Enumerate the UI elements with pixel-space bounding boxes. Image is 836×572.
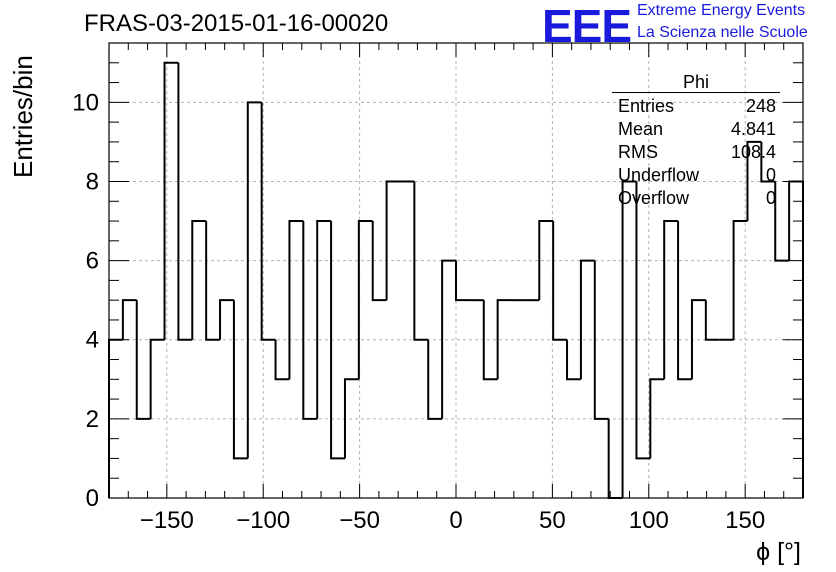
logo-line-1: Extreme Energy Events bbox=[637, 2, 806, 19]
histogram-bin bbox=[482, 300, 498, 381]
stats-label: Overflow bbox=[618, 188, 690, 208]
stats-value: 0 bbox=[765, 188, 776, 208]
y-tick-label: 0 bbox=[86, 485, 99, 512]
x-axis-label: ϕ [°] bbox=[756, 538, 801, 566]
histogram-bin bbox=[496, 299, 512, 380]
stats-box: Phi Entries 248 Mean 4.841 RMS 108.4 Und… bbox=[612, 72, 780, 210]
histogram-bin bbox=[649, 378, 665, 459]
stats-title: Phi bbox=[612, 72, 780, 93]
histogram-bin bbox=[663, 220, 679, 380]
stats-label: RMS bbox=[618, 142, 658, 162]
logo-line-2: La Scienza nelle Scuole bbox=[637, 24, 808, 41]
histogram-bin bbox=[593, 260, 609, 420]
histogram-bin bbox=[746, 140, 762, 222]
histogram-bin bbox=[607, 418, 623, 499]
stats-label: Entries bbox=[618, 96, 675, 116]
eee-logo: EEE bbox=[542, 0, 632, 52]
histogram-bin bbox=[455, 260, 470, 302]
y-tick-label: 8 bbox=[86, 168, 99, 195]
histogram-bin bbox=[635, 181, 651, 460]
y-tick-label: 4 bbox=[86, 327, 99, 354]
histogram-bin bbox=[330, 221, 345, 460]
y-tick-label: 6 bbox=[86, 248, 99, 275]
histogram-bin bbox=[316, 220, 332, 419]
stats-value: 108.4 bbox=[730, 142, 776, 162]
histogram-bin bbox=[274, 339, 290, 381]
histogram-bin bbox=[232, 300, 248, 460]
histogram-bin bbox=[205, 221, 221, 341]
histogram-bin bbox=[579, 259, 595, 380]
stats-value: 0 bbox=[765, 165, 776, 185]
histogram-bin bbox=[413, 181, 429, 341]
histogram-bin bbox=[427, 339, 443, 420]
histogram-bin bbox=[538, 220, 554, 301]
chart-title: FRAS-03-2015-01-16-00020 bbox=[84, 10, 389, 37]
histogram-bin bbox=[343, 378, 359, 459]
stats-row-rms: RMS 108.4 bbox=[612, 141, 780, 164]
stats-value: 4.841 bbox=[730, 119, 776, 139]
histogram-bin bbox=[149, 338, 165, 419]
histogram-bin bbox=[288, 220, 304, 380]
stats-label: Underflow bbox=[618, 165, 700, 185]
y-tick-label: 2 bbox=[86, 406, 99, 433]
y-tick-label: 10 bbox=[72, 89, 99, 116]
histogram-bin bbox=[177, 62, 193, 341]
histogram-bin bbox=[552, 221, 568, 341]
stats-row-entries: Entries 248 bbox=[612, 95, 780, 118]
histogram-bin bbox=[302, 221, 318, 420]
histogram-bin bbox=[191, 220, 207, 340]
histogram-bin bbox=[371, 221, 387, 302]
histogram-bin bbox=[246, 101, 262, 459]
histogram-bin bbox=[260, 102, 276, 341]
histogram-bin bbox=[690, 299, 706, 380]
histogram-bin bbox=[219, 299, 234, 340]
stats-row-overflow: Overflow 0 bbox=[612, 187, 780, 210]
histogram-bin bbox=[163, 61, 179, 340]
histogram-bin bbox=[566, 339, 581, 381]
histogram-bin bbox=[357, 220, 373, 380]
histogram-bin bbox=[621, 180, 637, 498]
histogram-bin bbox=[441, 259, 456, 419]
histogram-bin bbox=[732, 220, 748, 340]
x-tick-label: 0 bbox=[449, 507, 462, 534]
histogram-bin bbox=[704, 300, 720, 341]
stats-label: Mean bbox=[618, 119, 664, 139]
x-tick-label: 50 bbox=[539, 507, 566, 534]
x-tick-label: −150 bbox=[140, 507, 194, 534]
x-tick-label: −50 bbox=[339, 507, 380, 534]
stats-row-underflow: Underflow 0 bbox=[612, 164, 780, 187]
stats-value: 248 bbox=[745, 96, 776, 116]
histogram-bin bbox=[385, 180, 401, 301]
x-tick-label: −100 bbox=[236, 507, 290, 534]
histogram-bin bbox=[135, 300, 151, 420]
histogram-bin bbox=[677, 221, 692, 381]
stats-row-mean: Mean 4.841 bbox=[612, 118, 780, 141]
x-tick-label: 100 bbox=[629, 507, 669, 534]
y-axis-label: Entries/bin bbox=[8, 55, 38, 178]
histogram-bin bbox=[760, 141, 776, 183]
x-tick-label: 150 bbox=[725, 507, 765, 534]
histogram-bin bbox=[121, 299, 137, 340]
